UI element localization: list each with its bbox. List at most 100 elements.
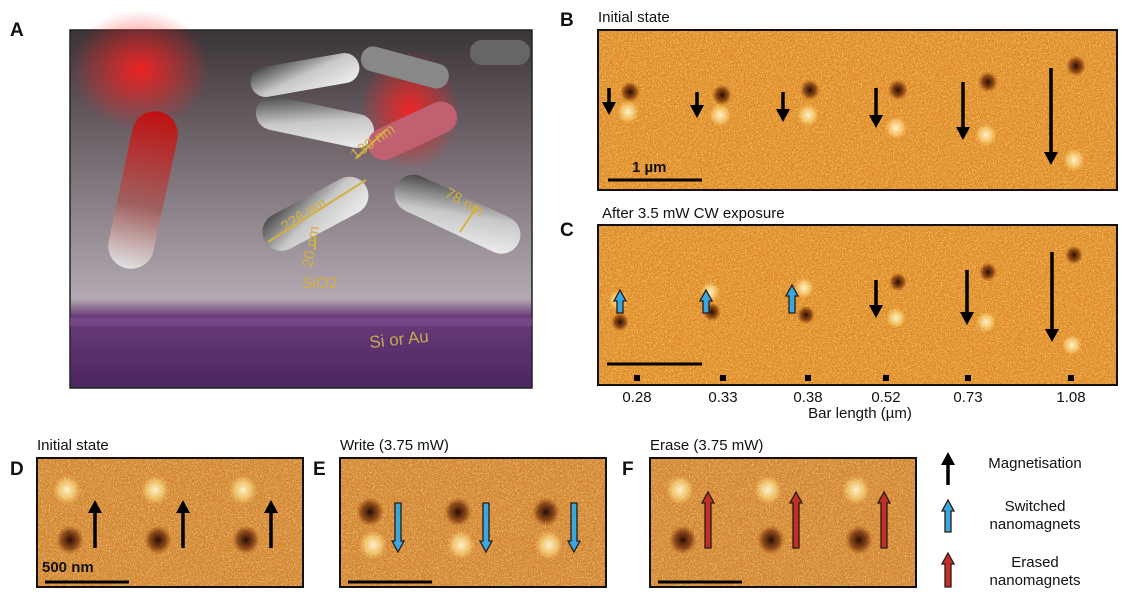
dark-spot [356,497,384,527]
colored-arrow [940,551,956,588]
dark-spot [757,525,785,555]
magnetisation-arrow [869,280,883,318]
image-frame [339,457,607,588]
tick-mark [805,375,811,381]
magnetisation-arrow [869,88,883,128]
image-noise [37,458,303,587]
light-spot [229,475,257,505]
tick-mark [634,375,640,381]
light-spot [535,530,563,560]
arrow-head [956,127,970,140]
dark-spot [888,79,908,101]
dark-spot [611,312,629,332]
dark-spot [978,71,998,93]
image-frame [649,457,917,588]
scale-bar-label: 1 µm [632,159,667,176]
magnetisation-arrow [602,88,616,115]
light-spot [885,116,907,140]
light-spot [53,475,81,505]
colored-arrow [940,498,956,533]
image-frame [597,29,1118,191]
dark-spot [620,81,640,103]
magnetisation-arrow [690,92,704,118]
bar-length-label: 0.33 [708,389,737,406]
panel-title: Initial state [37,437,109,454]
dark-spot [444,497,472,527]
dark-spot [56,525,84,555]
light-spot [754,475,782,505]
panel-title: Initial state [598,9,670,26]
panel-title: Write (3.75 mW) [340,437,449,454]
magnetisation-arrow [1045,252,1059,342]
dark-spot [800,79,820,101]
magnetisation-arrow [1044,68,1058,165]
colored-arrow [784,283,800,314]
light-spot [1062,334,1082,356]
panel-title: Erase (3.75 mW) [650,437,763,454]
colored-arrow [876,490,892,549]
light-spot [794,277,814,299]
arrow-head [941,452,955,465]
axis-label: Bar length (µm) [808,405,912,422]
dark-spot [144,525,172,555]
microscopy-image [37,458,303,587]
colored-arrow [700,490,716,549]
light-spot [842,475,870,505]
colored-arrow [612,288,628,314]
colored-arrow [478,502,494,554]
magnetisation-arrow [956,82,970,140]
light-spot [976,311,996,333]
dark-spot [669,525,697,555]
legend-text: Switched nanomagnets [989,498,1081,533]
colored-arrow [566,502,582,554]
bar-length-label: 0.73 [953,389,982,406]
light-spot [617,100,639,124]
arrow-head [869,305,883,318]
microscopy-image [598,225,1117,385]
arrow-head [690,105,704,118]
magnetisation-arrow [960,270,974,325]
colored-arrow [788,490,804,549]
dark-spot [712,84,732,106]
microscopy-image [340,458,606,587]
light-spot [1063,148,1085,172]
magnetisation-arrow [941,452,955,485]
image-noise [598,30,1117,190]
arrow-head [264,500,278,513]
legend-text: Erased nanomagnets [989,554,1081,589]
colored-arrow [390,502,406,554]
dark-spot [845,525,873,555]
light-spot [886,307,906,329]
magnetisation-arrow [776,92,790,122]
panel-title: After 3.5 mW CW exposure [602,205,785,222]
tick-mark [965,375,971,381]
image-frame [597,224,1118,386]
bar-length-label: 1.08 [1056,389,1085,406]
dark-spot [889,272,907,292]
scale-bar-label: 500 nm [42,559,94,576]
light-spot [666,475,694,505]
panel-label: F [622,459,634,480]
dark-spot [1065,245,1083,265]
colored-arrow [698,288,714,314]
dark-spot [532,497,560,527]
panel-label: E [313,459,326,480]
bar-length-label: 0.38 [793,389,822,406]
tick-mark [720,375,726,381]
layer-label: SiO2 [302,275,338,292]
dark-spot [797,305,815,325]
dark-spot [979,262,997,282]
magnetisation-arrow [176,500,190,548]
panel-label: B [560,10,574,31]
bar-length-label: 0.28 [622,389,651,406]
arrow-head [176,500,190,513]
magnetisation-arrow [88,500,102,548]
panel-a-render [69,10,533,389]
image-noise [340,458,606,587]
light-spot [141,475,169,505]
magnetisation-arrow [264,500,278,548]
bar-length-label: 0.52 [871,389,900,406]
arrow-head [960,312,974,325]
